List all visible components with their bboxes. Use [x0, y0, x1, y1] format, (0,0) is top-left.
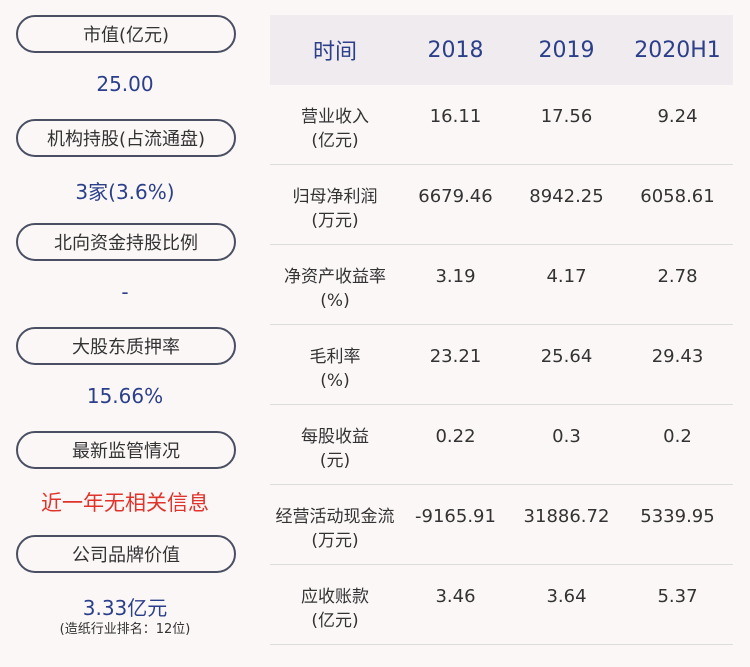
header-time: 时间 — [312, 40, 357, 65]
row-label: 应收账款 (亿元) — [301, 587, 369, 631]
row-label: 经营活动现金流 (万元) — [275, 507, 395, 551]
table-row: 应收账款 (亿元) 3.46 3.64 5.37 — [270, 565, 733, 645]
table-cell: 2.78 — [657, 266, 698, 287]
northbound-holding-label: 北向资金持股比例 — [16, 223, 236, 261]
header-2020h1: 2020H1 — [634, 37, 721, 63]
table-cell: 9.24 — [657, 106, 698, 127]
table-cell: 25.64 — [540, 346, 593, 367]
table-cell: 23.21 — [429, 346, 482, 367]
regulatory-status-label: 最新监管情况 — [16, 431, 236, 469]
table-cell: 3.19 — [435, 266, 476, 287]
row-label: 毛利率 (%) — [309, 347, 361, 391]
table-cell: 8942.25 — [529, 186, 604, 207]
table-row: 每股收益 (元) 0.22 0.3 0.2 — [270, 405, 733, 485]
table-row: 净资产收益率 (%) 3.19 4.17 2.78 — [270, 245, 733, 325]
table-cell: 0.2 — [663, 426, 692, 447]
table-cell: 17.56 — [540, 106, 593, 127]
row-label: 净资产收益率 (%) — [284, 267, 386, 311]
table-cell: 4.17 — [546, 266, 587, 287]
northbound-holding-value: - — [121, 280, 129, 304]
row-label: 归母净利润 (万元) — [292, 187, 378, 231]
table-cell: 3.64 — [546, 586, 587, 607]
table-header: 时间 2018 2019 2020H1 — [270, 15, 733, 85]
table-cell: 6679.46 — [418, 186, 493, 207]
table-row: 营业收入 (亿元) 16.11 17.56 9.24 — [270, 85, 733, 165]
table-cell: 16.11 — [429, 106, 482, 127]
table-cell: 3.46 — [435, 586, 476, 607]
brand-value-label: 公司品牌价值 — [16, 535, 236, 573]
brand-rank-note: (造纸行业排名：12位) — [59, 622, 191, 637]
regulatory-status-value: 近一年无相关信息 — [41, 491, 209, 515]
header-2018: 2018 — [427, 37, 484, 63]
institution-holding-label: 机构持股(占流通盘) — [16, 119, 236, 157]
table-cell: -9165.91 — [415, 506, 496, 527]
table-cell: 6058.61 — [640, 186, 715, 207]
market-cap-value: 25.00 — [96, 72, 154, 96]
table-cell: 0.3 — [552, 426, 581, 447]
pledge-ratio-value: 15.66% — [86, 384, 164, 408]
row-label: 营业收入 (亿元) — [301, 107, 369, 151]
brand-value-value: 3.33亿元 — [82, 596, 168, 620]
table-row: 归母净利润 (万元) 6679.46 8942.25 6058.61 — [270, 165, 733, 245]
table-cell: 0.22 — [435, 426, 476, 447]
pledge-ratio-label: 大股东质押率 — [16, 327, 236, 365]
header-2019: 2019 — [538, 37, 595, 63]
summary-panel: 市值(亿元) 25.00 机构持股(占流通盘) 3家(3.6%) 北向资金持股比… — [0, 0, 250, 667]
table-cell: 5339.95 — [640, 506, 715, 527]
table-cell: 29.43 — [651, 346, 704, 367]
table-cell: 31886.72 — [523, 506, 610, 527]
table-row: 经营活动现金流 (万元) -9165.91 31886.72 5339.95 — [270, 485, 733, 565]
row-label: 每股收益 (元) — [301, 427, 369, 471]
financial-table: 时间 2018 2019 2020H1 营业收入 (亿元) 16.11 17.56… — [270, 15, 733, 645]
institution-holding-value: 3家(3.6%) — [75, 180, 175, 204]
table-row: 毛利率 (%) 23.21 25.64 29.43 — [270, 325, 733, 405]
table-cell: 5.37 — [657, 586, 698, 607]
market-cap-label: 市值(亿元) — [16, 15, 236, 53]
